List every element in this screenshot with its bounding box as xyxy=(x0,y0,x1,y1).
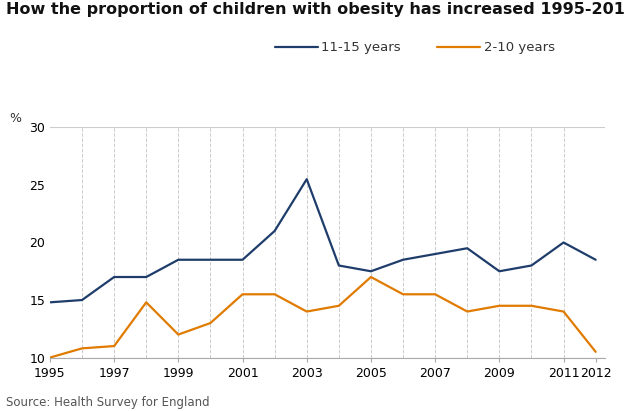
2-10 years xyxy=(431,292,439,297)
11-15 years xyxy=(560,240,567,245)
11-15 years xyxy=(271,229,278,233)
2-10 years xyxy=(560,309,567,314)
2-10 years xyxy=(175,332,182,337)
11-15 years xyxy=(431,252,439,256)
2-10 years xyxy=(78,346,85,351)
2-10 years xyxy=(142,300,150,305)
2-10 years xyxy=(110,344,118,349)
2-10 years xyxy=(528,303,535,308)
Text: %: % xyxy=(9,112,21,125)
11-15 years xyxy=(464,246,471,251)
2-10 years xyxy=(271,292,278,297)
11-15 years xyxy=(207,257,214,262)
Text: 11-15 years: 11-15 years xyxy=(321,41,401,54)
11-15 years xyxy=(239,257,246,262)
2-10 years xyxy=(335,303,343,308)
11-15 years xyxy=(175,257,182,262)
11-15 years xyxy=(399,257,407,262)
11-15 years xyxy=(495,269,503,274)
2-10 years xyxy=(399,292,407,297)
2-10 years xyxy=(495,303,503,308)
2-10 years xyxy=(464,309,471,314)
11-15 years xyxy=(46,300,54,305)
Line: 2-10 years: 2-10 years xyxy=(50,277,596,358)
2-10 years xyxy=(367,275,374,279)
11-15 years xyxy=(142,275,150,279)
Text: 2-10 years: 2-10 years xyxy=(484,41,555,54)
11-15 years xyxy=(367,269,374,274)
11-15 years xyxy=(110,275,118,279)
11-15 years xyxy=(78,298,85,302)
11-15 years xyxy=(335,263,343,268)
2-10 years xyxy=(207,321,214,326)
2-10 years xyxy=(303,309,311,314)
2-10 years xyxy=(239,292,246,297)
2-10 years xyxy=(46,355,54,360)
Text: How the proportion of children with obesity has increased 1995-2012: How the proportion of children with obes… xyxy=(6,2,624,17)
11-15 years xyxy=(303,177,311,182)
Text: Source: Health Survey for England: Source: Health Survey for England xyxy=(6,396,210,409)
11-15 years xyxy=(528,263,535,268)
2-10 years xyxy=(592,349,600,354)
11-15 years xyxy=(592,257,600,262)
Line: 11-15 years: 11-15 years xyxy=(50,179,596,302)
